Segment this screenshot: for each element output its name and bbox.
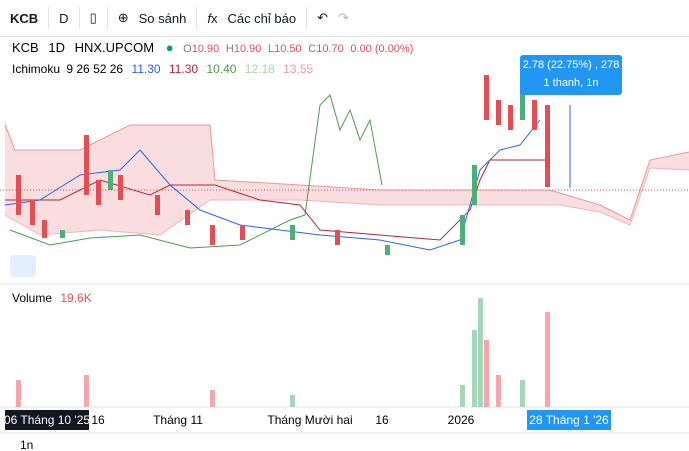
senkou-b [4, 167, 689, 236]
change: 0.00 (0.00%) [350, 43, 413, 55]
volume-bar [520, 380, 525, 407]
candle [532, 100, 537, 130]
range-button[interactable]: 1n [20, 438, 33, 451]
indicator-value: 11.30 [131, 62, 160, 76]
ohlc-label: C [308, 43, 316, 55]
indicator-name: Ichimoku [12, 62, 60, 76]
candle [496, 100, 501, 125]
logo-button[interactable] [10, 255, 36, 277]
legend-symbol: KCB [12, 40, 39, 55]
x-axis-label: Tháng Mười hai [267, 413, 352, 427]
separator [78, 7, 80, 29]
volume-bar [16, 380, 21, 407]
crosshair-date-label [527, 410, 611, 430]
volume-bar [484, 340, 489, 407]
volume-name: Volume [12, 291, 52, 305]
ichimoku-cloud [5, 120, 689, 235]
candle [60, 230, 65, 238]
volume-value: 19.6K [60, 291, 91, 305]
indicator-params: 9 26 52 26 [66, 62, 123, 76]
candle [210, 225, 215, 245]
volume-bar [472, 330, 477, 407]
ohlc-value: 10.70 [316, 43, 344, 55]
separator [306, 7, 308, 29]
chikou-line [9, 94, 383, 249]
separator [196, 7, 198, 29]
candle [335, 230, 340, 245]
legend-interval: 1D [48, 40, 65, 55]
x-axis-label: 16 [91, 413, 105, 427]
interval-button[interactable]: D [59, 10, 69, 26]
volume-bar [460, 385, 465, 407]
market-dot: ● [166, 40, 174, 55]
redo-button[interactable]: ↷ [338, 10, 349, 25]
indicator-value: 13.55 [283, 62, 313, 76]
chart-type-button[interactable]: ▯ [89, 10, 97, 25]
separator [106, 7, 108, 29]
candle [240, 225, 245, 240]
candle [385, 245, 390, 255]
indicators-button[interactable]: Các chỉ báo [227, 10, 297, 26]
x-axis-label: Tháng 11 [153, 413, 203, 427]
ichimoku-legend: Ichimoku 9 26 52 26 11.30 11.30 10.40 12… [12, 62, 314, 76]
compare-icon[interactable]: ⊕ [117, 10, 129, 25]
ohlc-label: L [268, 43, 274, 55]
candle [42, 220, 47, 238]
ohlc-value: 10.90 [234, 43, 262, 55]
candle [290, 225, 295, 240]
candle [520, 85, 525, 120]
candle [472, 165, 477, 205]
candle [108, 170, 113, 190]
legend: KCB 1D HNX.UPCOM ● O10.90 H10.90 L10.50 … [12, 40, 413, 55]
candle [155, 195, 160, 215]
x-axis-label: 06 Tháng 10 '25 [4, 413, 90, 427]
volume-bar [545, 312, 550, 407]
ohlc-value: 10.90 [192, 43, 220, 55]
symbol-button[interactable]: KCB [10, 10, 39, 26]
candle [84, 135, 89, 195]
indicator-value: 12.18 [245, 62, 275, 76]
volume-bar [478, 298, 483, 407]
candle [484, 75, 489, 120]
volume-bars [16, 298, 550, 407]
separator [48, 7, 50, 29]
candle [16, 175, 21, 215]
volume-bar [496, 375, 501, 407]
candle [118, 175, 123, 200]
candle [96, 180, 101, 205]
tooltip-line-2: 1 thanh, 1n [543, 77, 598, 89]
candle [185, 210, 190, 225]
candles [16, 75, 550, 255]
ohlc-label: O [183, 43, 192, 55]
tooltip-line-1: 2.78 (22.75%) , 278 [523, 59, 620, 71]
crosshair-date-label [5, 410, 89, 430]
candle [460, 215, 465, 245]
compare-button[interactable]: So sánh [138, 10, 187, 26]
candle [545, 105, 550, 187]
volume-legend: Volume 19.6K [12, 291, 92, 305]
ohlc-value: 10.50 [274, 43, 302, 55]
legend-exchange: HNX.UPCOM [75, 40, 154, 55]
volume-bar [290, 395, 295, 407]
ohlc-label: H [226, 43, 234, 55]
x-axis-label: 16 [375, 413, 389, 427]
undo-button[interactable]: ↶ [317, 10, 329, 25]
candle [30, 200, 35, 225]
candle [508, 105, 513, 130]
volume-bar [84, 375, 89, 407]
volume-bar [210, 390, 215, 407]
measure-tooltip [520, 55, 622, 95]
indicators-icon[interactable]: fx [207, 10, 218, 26]
x-axis-label: 2026 [448, 413, 475, 427]
toolbar: KCB D ▯ ⊕ So sánh fx Các chỉ báo ↶ ↷ [0, 0, 689, 37]
indicator-value: 11.30 [169, 62, 198, 76]
tenkan-line [4, 119, 541, 251]
x-axis-label: 28 Tháng 1 '26 [529, 413, 609, 427]
indicator-value: 10.40 [206, 62, 236, 76]
